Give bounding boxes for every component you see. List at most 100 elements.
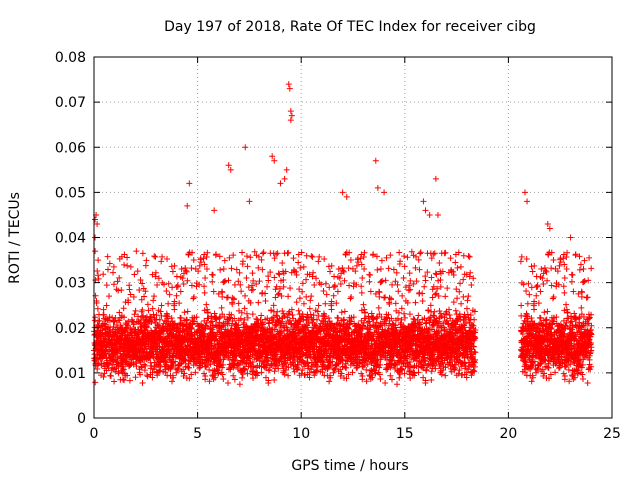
data-point (159, 253, 166, 260)
data-point (94, 366, 101, 373)
data-point (94, 305, 101, 312)
data-point (100, 373, 107, 380)
data-point (144, 301, 151, 308)
data-point (120, 366, 127, 373)
data-point (121, 314, 128, 321)
data-point (110, 269, 117, 276)
data-point (141, 293, 148, 300)
data-point (118, 362, 125, 369)
data-point (115, 370, 122, 377)
data-point (100, 271, 107, 278)
data-point (110, 281, 117, 288)
data-point (110, 318, 117, 325)
data-point (104, 266, 111, 273)
data-point (156, 367, 163, 374)
data-point (139, 380, 146, 387)
data-point (145, 307, 152, 314)
data-point (157, 334, 164, 341)
data-point (151, 253, 158, 260)
data-point (124, 254, 131, 261)
data-point (141, 361, 148, 368)
data-point (113, 358, 120, 365)
data-point (127, 291, 134, 298)
data-point (126, 286, 133, 293)
data-point (152, 253, 159, 260)
data-point (104, 253, 111, 260)
data-point (114, 278, 121, 285)
data-point (93, 356, 100, 363)
data-point (134, 268, 141, 275)
data-point (121, 377, 128, 384)
data-point (160, 326, 167, 333)
data-point (153, 312, 160, 319)
data-point (95, 361, 102, 368)
data-point (116, 274, 123, 281)
data-point (127, 263, 134, 270)
data-point (139, 250, 146, 257)
data-point (120, 305, 127, 312)
data-point (150, 297, 157, 304)
data-point (133, 360, 140, 367)
data-point (125, 297, 132, 304)
data-point (101, 347, 108, 354)
data-point (139, 280, 146, 287)
data-point (154, 281, 161, 288)
data-point (118, 287, 125, 294)
data-point (92, 314, 99, 321)
data-point (141, 332, 148, 339)
data-point (152, 269, 159, 276)
data-point (135, 313, 142, 320)
data-point (154, 340, 161, 347)
data-point (106, 260, 113, 267)
data-point (157, 363, 164, 370)
data-point (142, 362, 149, 369)
data-point (124, 262, 131, 269)
data-point (95, 275, 102, 282)
data-point (93, 298, 100, 305)
data-point (152, 273, 159, 280)
data-point (121, 251, 128, 258)
data-point (155, 275, 162, 282)
data-point (126, 377, 133, 384)
data-point (142, 288, 149, 295)
data-point (130, 321, 137, 328)
data-point (92, 248, 99, 255)
data-point (150, 311, 157, 318)
data-point (156, 316, 163, 323)
data-point (117, 336, 124, 343)
data-point (160, 331, 167, 338)
data-point (116, 309, 123, 316)
data-point (142, 262, 149, 269)
data-point (143, 257, 150, 264)
data-point (143, 316, 150, 323)
data-point (155, 321, 162, 328)
data-point (122, 361, 129, 368)
data-point (131, 311, 138, 318)
data-points (91, 81, 595, 388)
data-point (103, 282, 110, 289)
data-point (111, 378, 118, 385)
data-point (111, 318, 118, 325)
data-point (163, 287, 170, 294)
data-point (154, 372, 161, 379)
data-point (138, 364, 145, 371)
data-point (137, 276, 144, 283)
data-point (121, 261, 128, 268)
data-point (110, 263, 117, 270)
data-point (144, 372, 151, 379)
data-point (132, 307, 139, 314)
data-point (124, 372, 131, 379)
data-point (160, 281, 167, 288)
data-point (147, 365, 154, 372)
data-point (157, 308, 164, 315)
data-point (148, 362, 155, 369)
data-point (119, 376, 126, 383)
data-point (164, 256, 171, 263)
data-point (110, 357, 117, 364)
data-point (151, 293, 158, 300)
data-point (92, 379, 99, 386)
data-point (106, 360, 113, 367)
data-point (95, 272, 102, 279)
